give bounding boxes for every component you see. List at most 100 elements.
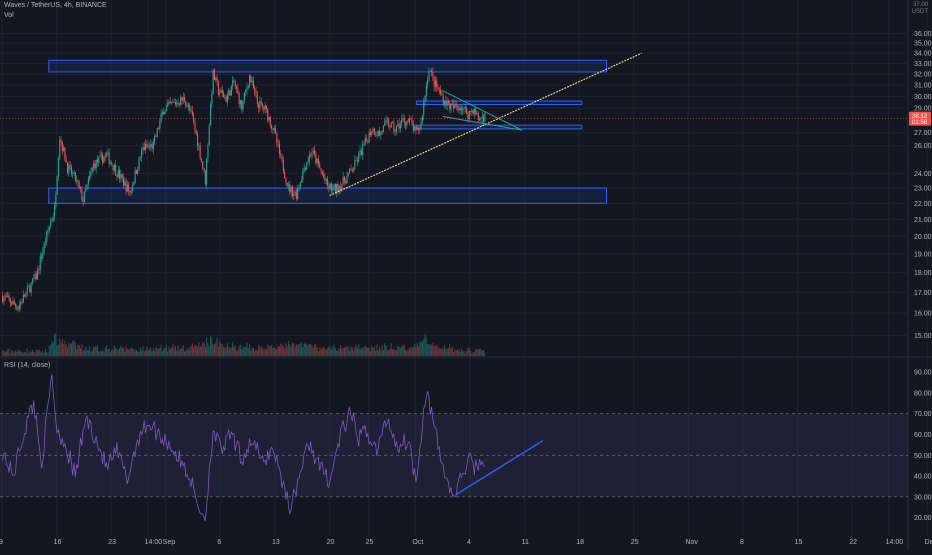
candle-body	[267, 109, 269, 121]
volume-bar	[302, 347, 304, 356]
candle-body	[484, 113, 486, 122]
volume-bar	[433, 345, 435, 356]
volume-bar	[182, 345, 184, 356]
candle-body	[210, 104, 212, 126]
candle-body	[264, 105, 266, 110]
volume-bar	[376, 344, 378, 356]
volume-bar	[233, 346, 235, 356]
volume-bar	[386, 349, 388, 356]
volume-bar	[29, 350, 31, 356]
candle-body	[37, 268, 39, 280]
candle-body	[277, 143, 279, 144]
volume-bar	[451, 346, 453, 356]
candle-body	[85, 189, 87, 192]
volume-bar	[38, 350, 40, 356]
candle-body	[406, 121, 408, 126]
volume-bar	[117, 349, 119, 356]
triangle-upper-line	[442, 90, 523, 131]
volume-bar	[151, 351, 153, 356]
candle-body	[21, 302, 23, 303]
candle-body	[252, 80, 254, 89]
candle-body	[265, 105, 267, 110]
candle-body	[137, 169, 139, 174]
price-tick-label: 15.00	[914, 333, 932, 340]
candle-body	[129, 191, 131, 193]
candle-body	[233, 80, 235, 83]
candle-body	[72, 173, 74, 175]
volume-bar	[431, 344, 433, 356]
candle-body	[242, 100, 244, 110]
candle-body	[285, 178, 287, 183]
candle-body	[263, 106, 265, 110]
symbol-legend[interactable]: Waves / TetherUS, 4h, BINANCE	[4, 2, 107, 9]
candle-body	[444, 100, 446, 104]
volume-bar	[336, 350, 338, 356]
candle-body	[24, 294, 26, 297]
candle-body	[190, 110, 192, 112]
volume-bar	[59, 338, 61, 356]
candle-body	[158, 128, 160, 129]
volume-bar	[15, 350, 17, 356]
candle-body	[314, 150, 316, 154]
volume-bar	[41, 352, 43, 356]
volume-bar	[340, 345, 342, 356]
candle-body	[460, 107, 462, 111]
candle-body	[163, 112, 165, 115]
volume-bar	[301, 342, 303, 356]
candle-body	[133, 182, 135, 186]
candle-body	[302, 170, 304, 181]
volume-bar	[42, 350, 44, 356]
candle-body	[226, 95, 228, 102]
volume-bar	[477, 349, 479, 356]
candle-body	[399, 123, 401, 129]
candle-body	[243, 92, 245, 101]
volume-bar	[60, 342, 62, 356]
volume-bar	[304, 342, 306, 356]
volume-bar	[319, 347, 321, 356]
volume-bar	[72, 340, 74, 356]
price-tick-label: 32.00	[914, 72, 932, 79]
volume-legend[interactable]: Vol	[4, 12, 14, 19]
candle-body	[43, 242, 45, 252]
candle-body	[60, 139, 62, 143]
volume-bar	[116, 349, 118, 356]
volume-bar	[420, 341, 422, 356]
candle-body	[369, 132, 371, 135]
candle-body	[395, 125, 397, 132]
volume-bar	[268, 346, 270, 356]
candle-body	[13, 300, 15, 305]
volume-bar	[415, 347, 417, 356]
candle-body	[246, 87, 248, 91]
volume-bar	[11, 350, 13, 356]
candle-body	[401, 119, 403, 124]
volume-bar	[121, 347, 123, 356]
candle-body	[364, 137, 366, 145]
candle-body	[25, 292, 27, 297]
volume-bar	[466, 350, 468, 356]
candle-body	[41, 256, 43, 259]
candle-body	[340, 186, 342, 190]
candle-body	[70, 166, 72, 175]
volume-bar	[262, 348, 264, 356]
volume-bar	[57, 344, 59, 356]
rsi-legend[interactable]: RSI (14, close)	[4, 362, 50, 369]
price-trendline	[329, 52, 642, 197]
price-tick-label: 33.00	[914, 61, 932, 68]
candle-body	[65, 160, 67, 163]
volume-bar	[148, 350, 150, 356]
volume-bar	[165, 344, 167, 356]
volume-bar	[168, 346, 170, 356]
volume-bar	[172, 343, 174, 356]
volume-bar	[342, 347, 344, 356]
candle-body	[418, 127, 420, 130]
volume-bar	[333, 344, 335, 356]
candle-body	[143, 147, 145, 151]
candle-body	[304, 168, 306, 170]
candle-body	[31, 278, 33, 283]
candle-body	[191, 110, 193, 116]
candle-body	[198, 145, 200, 147]
volume-bar	[468, 347, 470, 356]
volume-bar	[380, 349, 382, 356]
volume-bar	[407, 349, 409, 356]
